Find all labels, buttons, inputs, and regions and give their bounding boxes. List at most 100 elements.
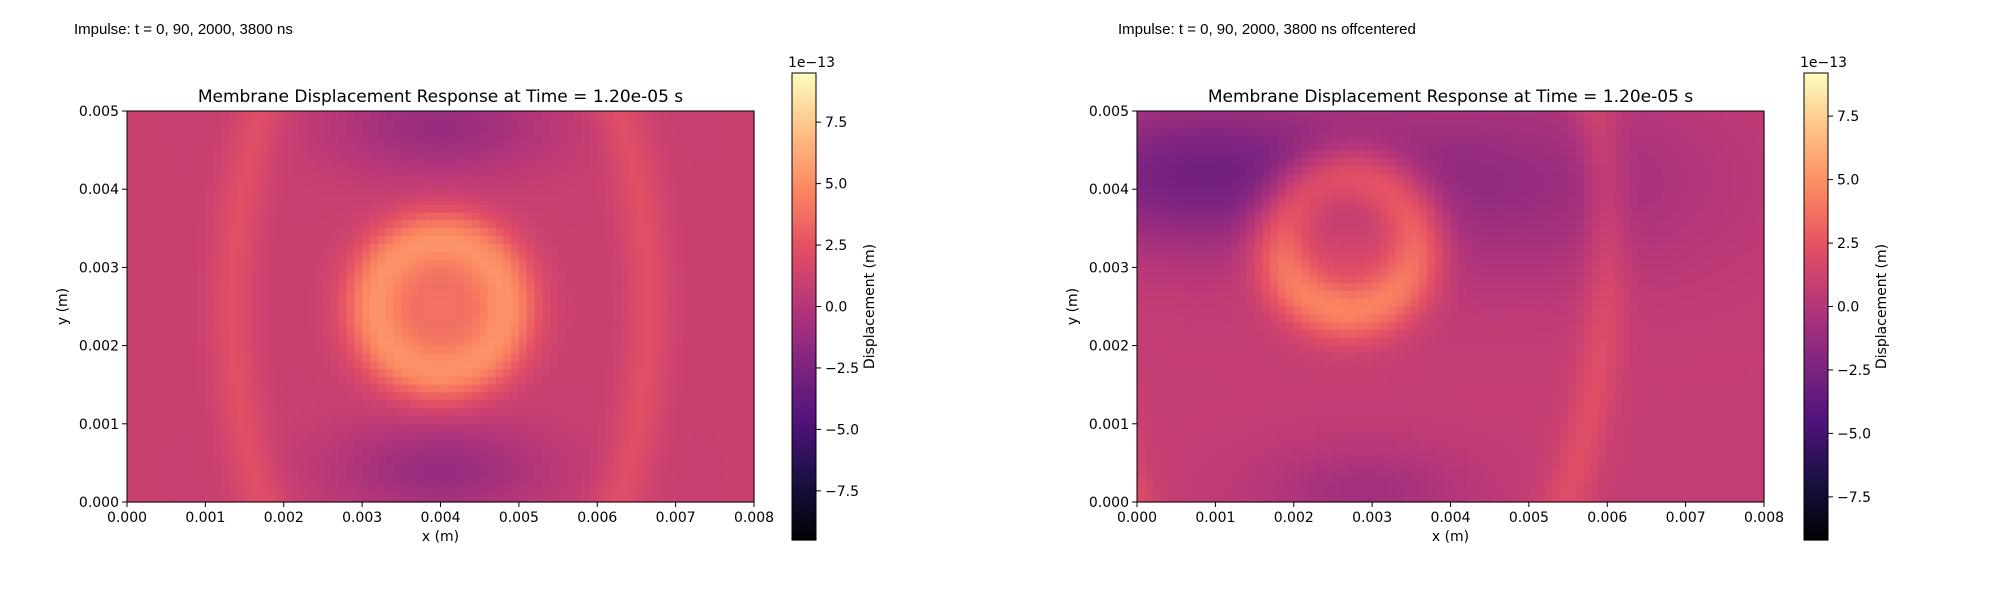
heatmap-cell (542, 298, 551, 308)
colorbar-step (792, 508, 816, 514)
heatmap-cell (511, 236, 520, 245)
heatmap-cell (221, 267, 230, 276)
heatmap-cell (338, 337, 348, 347)
heatmap-cell (315, 150, 324, 159)
heatmap-cell (166, 345, 175, 355)
heatmap-cell (409, 165, 418, 175)
heatmap-cell (589, 353, 598, 362)
heatmap-cell (1709, 118, 1718, 128)
heatmap-cell (448, 243, 457, 253)
heatmap-cell (456, 478, 465, 487)
colorbar-step (792, 240, 816, 245)
heatmap-cell (1176, 165, 1185, 175)
heatmap-cell (1489, 150, 1499, 159)
heatmap-cell (675, 384, 685, 394)
heatmap-cell (636, 353, 645, 362)
heatmap-cell (448, 283, 457, 292)
heatmap-cell (1693, 150, 1702, 159)
heatmap-cell (213, 197, 222, 206)
heatmap-cell (174, 251, 183, 261)
heatmap-cell (464, 470, 473, 480)
heatmap-cell (416, 447, 426, 456)
heatmap-cell (1630, 165, 1640, 175)
heatmap-cell (260, 329, 269, 339)
heatmap-cell (189, 259, 199, 268)
heatmap-cell (401, 494, 410, 503)
heatmap-cell (511, 415, 520, 425)
heatmap-cell (268, 228, 277, 237)
heatmap-cell (597, 494, 606, 503)
heatmap-cell (667, 478, 677, 487)
heatmap-cell (338, 150, 348, 159)
heatmap-cell (127, 236, 136, 245)
heatmap-cell (589, 322, 598, 331)
heatmap-cell (706, 118, 716, 128)
heatmap-cell (197, 150, 206, 159)
heatmap-cell (565, 361, 575, 370)
heatmap-cell (714, 142, 724, 151)
heatmap-cell (283, 329, 293, 339)
heatmap-cell (1662, 111, 1671, 120)
heatmap-cell (542, 329, 551, 339)
heatmap-cell (714, 212, 724, 222)
heatmap-cell (706, 189, 716, 198)
heatmap-cell (189, 494, 199, 503)
heatmap-cell (1309, 157, 1318, 167)
heatmap-cell (550, 361, 559, 370)
heatmap-cell (322, 157, 332, 167)
heatmap-cell (401, 283, 410, 292)
heatmap-cell (526, 197, 536, 206)
heatmap-cell (181, 290, 191, 300)
heatmap-cell (127, 251, 136, 261)
heatmap-cell (346, 134, 355, 143)
heatmap-cell (1748, 142, 1757, 151)
heatmap-cell (252, 173, 261, 182)
heatmap-cell (722, 204, 732, 214)
heatmap-cell (283, 173, 293, 182)
heatmap-cell (511, 142, 520, 151)
heatmap-cell (1646, 142, 1655, 151)
heatmap-cell (369, 400, 379, 409)
heatmap-cell (714, 228, 724, 237)
heatmap-cell (558, 376, 567, 386)
heatmap-cell (166, 329, 175, 339)
heatmap-cell (181, 189, 191, 198)
heatmap-cell (440, 165, 449, 175)
heatmap-cell (659, 181, 669, 190)
heatmap-cell (1677, 181, 1687, 190)
heatmap-cell (1207, 181, 1216, 190)
heatmap-cell (416, 361, 426, 370)
heatmap-cell (1709, 157, 1718, 167)
heatmap-cell (197, 111, 206, 120)
heatmap-cell (127, 455, 136, 464)
heatmap-cell (393, 189, 402, 198)
heatmap-cell (244, 423, 253, 433)
heatmap-cell (683, 470, 692, 480)
heatmap-cell (597, 439, 606, 448)
heatmap-cell (174, 384, 183, 394)
heatmap-cell (534, 431, 543, 441)
heatmap-cell (181, 251, 191, 261)
heatmap-cell (299, 478, 308, 487)
heatmap-cell (699, 118, 708, 128)
heatmap-cell (205, 392, 214, 401)
heatmap-cell (746, 283, 755, 292)
heatmap-cell (1474, 126, 1483, 136)
heatmap-cell (166, 298, 175, 308)
heatmap-cell (416, 118, 426, 128)
heatmap-cell (518, 220, 528, 229)
heatmap-cell (558, 361, 567, 370)
heatmap-cell (1144, 134, 1154, 143)
heatmap-cell (448, 251, 457, 261)
heatmap-cell (424, 392, 434, 401)
heatmap-cell (738, 361, 747, 370)
heatmap-cell (730, 455, 739, 464)
heatmap-cell (581, 283, 591, 292)
heatmap-cell (1630, 173, 1640, 182)
colorbar-step (792, 384, 816, 389)
colorbar-step (792, 325, 816, 331)
heatmap-cell (714, 134, 724, 143)
heatmap-cell (730, 423, 739, 433)
heatmap-cell (1231, 173, 1240, 182)
heatmap-cell (409, 431, 418, 441)
